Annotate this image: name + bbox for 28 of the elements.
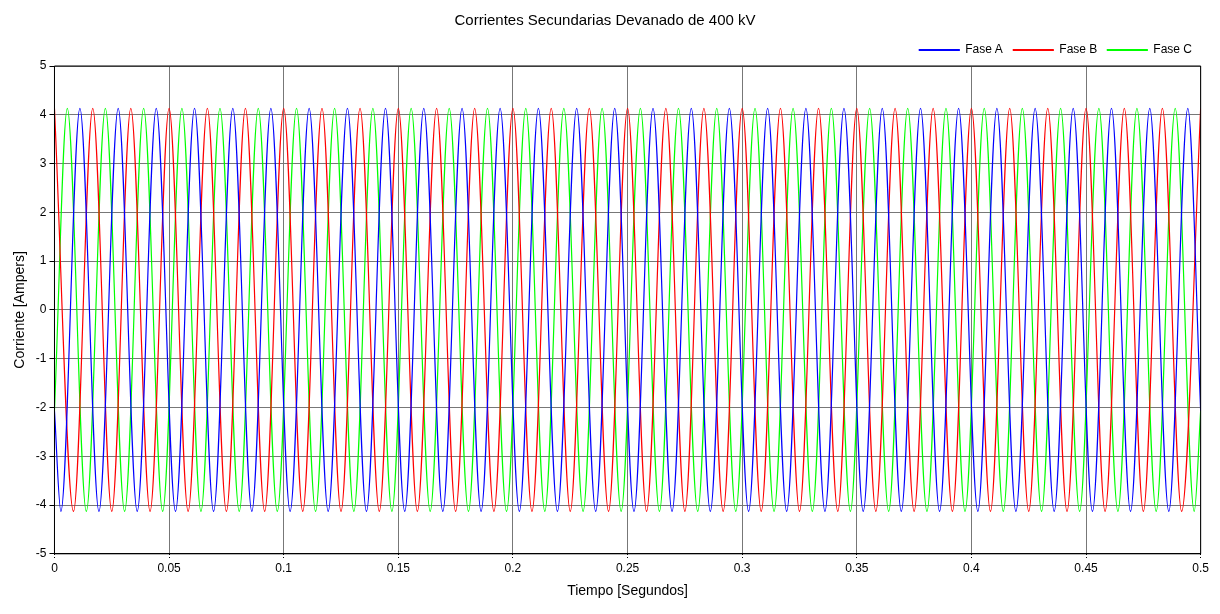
- y-tick-label: -1: [35, 350, 47, 365]
- x-tick-label: 0.25: [615, 561, 640, 576]
- x-tick-label: 0.3: [733, 561, 751, 576]
- legend-label: Fase A: [965, 42, 1003, 57]
- x-tick-label: 0.05: [157, 561, 182, 576]
- x-tick-label: 0.15: [386, 561, 411, 576]
- y-tick-label: -5: [35, 546, 47, 561]
- y-tick-label: 0: [39, 302, 47, 317]
- chart-title: Corrientes Secundarias Devanado de 400 kV: [454, 11, 756, 29]
- x-tick-label: 0.1: [275, 561, 293, 576]
- legend-label: Fase C: [1153, 42, 1193, 57]
- x-tick-label: 0.5: [1192, 561, 1210, 576]
- y-tick-label: 5: [39, 58, 47, 73]
- y-axis-title: Corriente [Ampers]: [11, 251, 28, 369]
- x-tick-label: 0.4: [963, 561, 981, 576]
- y-tick-label: -2: [35, 399, 47, 414]
- x-tick-label: 0.35: [845, 561, 869, 576]
- y-tick-label: 1: [39, 253, 47, 268]
- x-tick-label: 0.2: [504, 561, 522, 576]
- y-tick-label: 2: [39, 204, 47, 219]
- y-tick-label: 3: [39, 155, 47, 170]
- legend-label: Fase B: [1059, 42, 1098, 57]
- y-tick-label: 4: [39, 107, 47, 122]
- y-tick-label: -3: [35, 448, 47, 463]
- y-tick-label: -4: [35, 497, 47, 512]
- x-axis-title: Tiempo [Segundos]: [567, 582, 689, 599]
- x-tick-label: 0: [51, 561, 59, 576]
- x-tick-label: 0.45: [1074, 561, 1099, 576]
